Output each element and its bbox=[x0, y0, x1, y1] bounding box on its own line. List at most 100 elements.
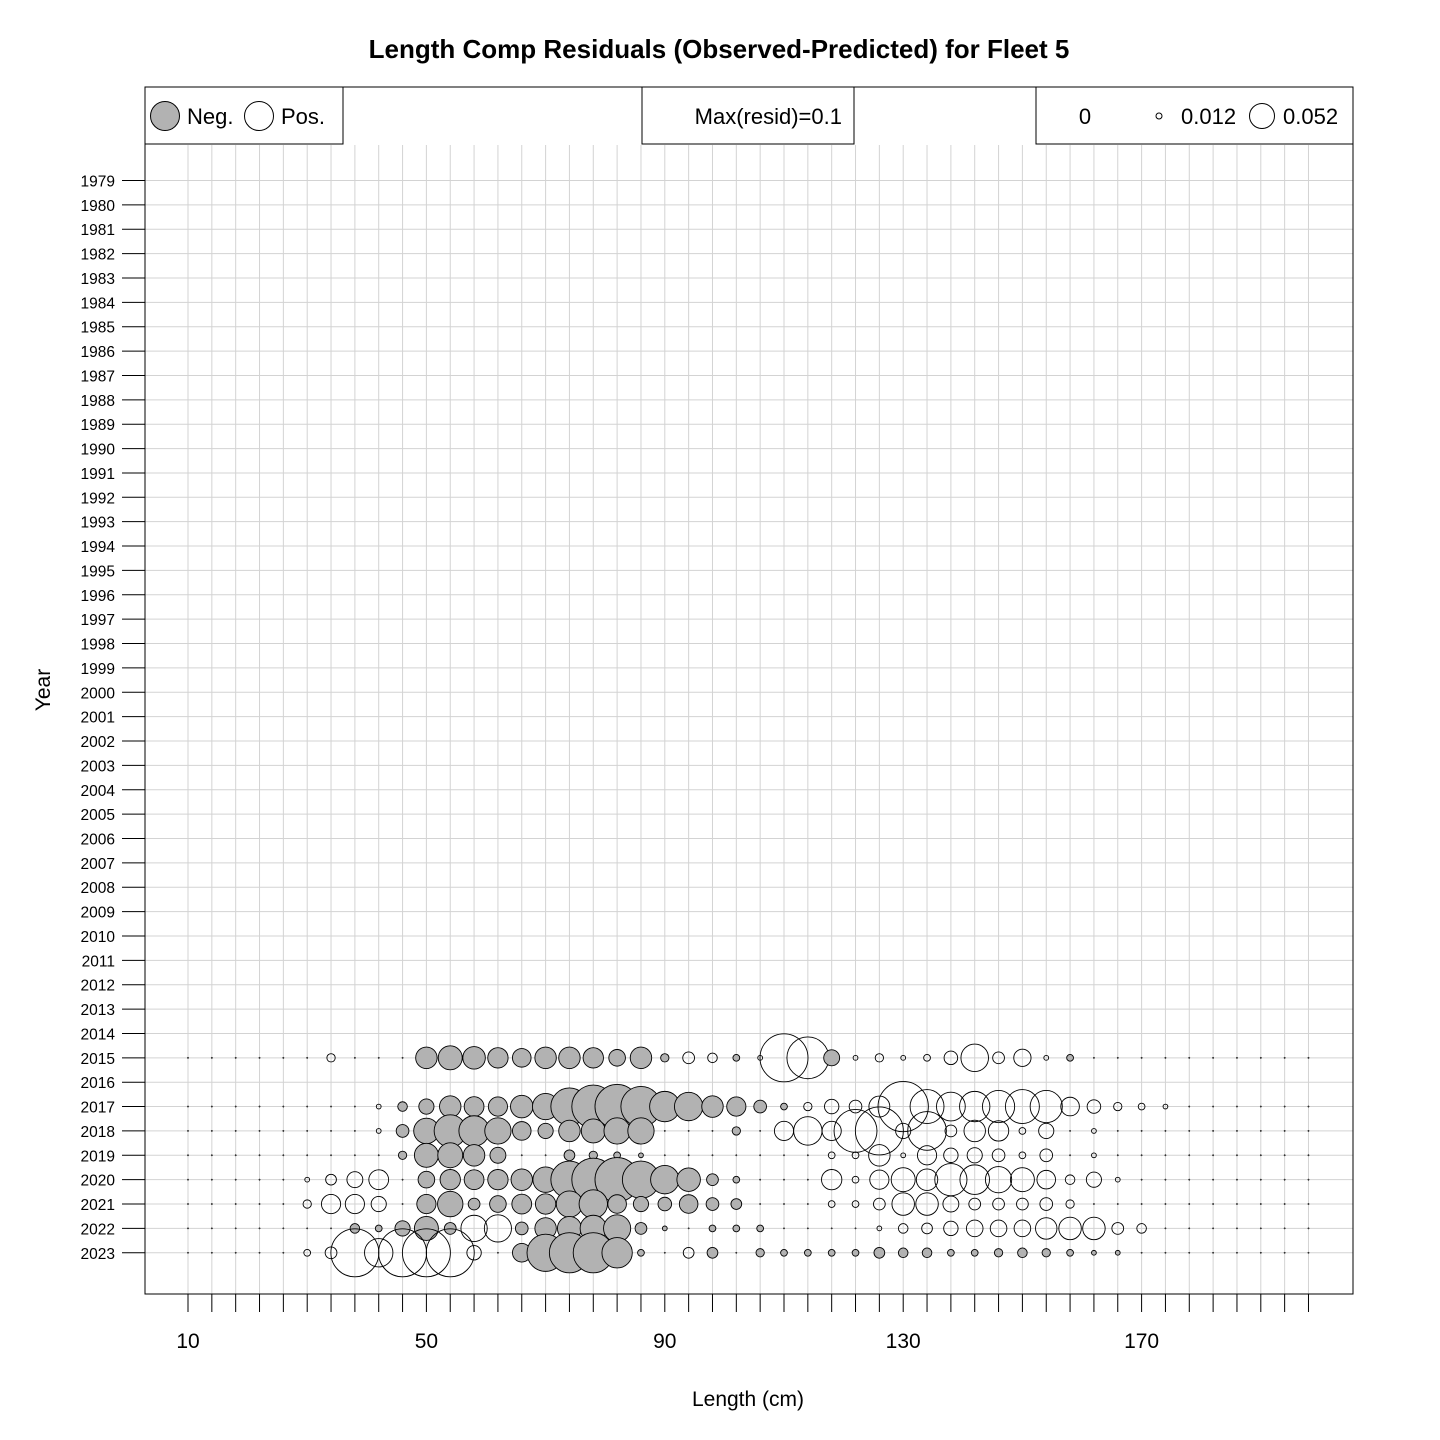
bubble-positive bbox=[821, 1169, 843, 1191]
bubble-positive bbox=[1140, 1203, 1143, 1205]
bubble-positive bbox=[1283, 1105, 1286, 1108]
legend-pos-circle bbox=[244, 101, 274, 131]
bubble-positive bbox=[344, 1193, 365, 1215]
bubble-positive bbox=[1283, 1178, 1286, 1181]
bubble-positive bbox=[1082, 1216, 1106, 1241]
x-axis-label: Length (cm) bbox=[692, 1388, 804, 1411]
bubble-positive bbox=[1212, 1251, 1215, 1254]
y-tick-label: 1991 bbox=[81, 466, 115, 483]
bubble-positive bbox=[1212, 1203, 1215, 1205]
bubble-positive bbox=[234, 1251, 237, 1254]
bubble-negative bbox=[673, 1091, 704, 1122]
bubble-positive bbox=[234, 1178, 237, 1181]
bubble-positive bbox=[1039, 1148, 1054, 1163]
bubble-negative bbox=[578, 1189, 608, 1219]
bubble-positive bbox=[759, 1178, 762, 1181]
bubble-positive bbox=[915, 1192, 939, 1216]
y-tick-label: 1997 bbox=[81, 612, 115, 629]
bubble-positive bbox=[1283, 1227, 1286, 1230]
bubble-positive bbox=[891, 1192, 915, 1216]
bubble-positive bbox=[783, 1154, 785, 1157]
bubble-positive bbox=[370, 1196, 387, 1213]
bubble-positive bbox=[1093, 1203, 1095, 1205]
bubble-negative bbox=[823, 1049, 841, 1067]
bubble-negative bbox=[660, 1053, 670, 1063]
bubble-positive bbox=[895, 1122, 912, 1139]
bubble-positive bbox=[282, 1178, 285, 1181]
bubble-positive bbox=[497, 1251, 499, 1254]
bubble-positive bbox=[943, 1050, 959, 1066]
bubble-positive bbox=[1212, 1130, 1215, 1132]
bubble-positive bbox=[936, 1091, 966, 1122]
y-tick-label: 2016 bbox=[81, 1075, 115, 1092]
bubble-positive bbox=[1307, 1154, 1310, 1157]
bubble-positive bbox=[806, 1154, 809, 1157]
bubble-negative bbox=[650, 1165, 680, 1195]
legend-size-2-label: 0.052 bbox=[1283, 104, 1338, 129]
y-tick-label: 1993 bbox=[81, 515, 115, 532]
legend-size-0-label: 0 bbox=[1079, 104, 1091, 129]
bubble-positive bbox=[1140, 1154, 1143, 1157]
bubble-positive bbox=[759, 1154, 762, 1157]
bubble-negative bbox=[970, 1248, 979, 1257]
bubble-negative bbox=[484, 1117, 512, 1145]
bubble-positive bbox=[1069, 1130, 1071, 1132]
bubble-positive bbox=[1029, 1090, 1063, 1124]
y-tick-label: 2011 bbox=[82, 953, 115, 970]
bubble-positive bbox=[401, 1228, 451, 1278]
bubble-negative bbox=[462, 1144, 486, 1167]
bubble-positive bbox=[303, 1248, 312, 1257]
bubble-positive bbox=[944, 1124, 958, 1138]
bubble-positive bbox=[687, 1227, 690, 1230]
bubble-positive bbox=[483, 1214, 512, 1243]
bubble-positive bbox=[1236, 1178, 1238, 1181]
bubble-negative bbox=[1114, 1249, 1121, 1256]
bubble-negative bbox=[418, 1098, 435, 1115]
y-axis-label: Year bbox=[32, 669, 55, 711]
bubble-negative bbox=[463, 1169, 485, 1191]
bubble-positive bbox=[401, 1178, 404, 1181]
bubble-negative bbox=[487, 1047, 509, 1069]
bubble-negative bbox=[705, 1197, 720, 1211]
x-tick-label: 130 bbox=[886, 1330, 921, 1353]
bubble-positive bbox=[401, 1203, 404, 1205]
bubble-negative bbox=[755, 1248, 765, 1258]
bubble-positive bbox=[353, 1056, 356, 1059]
bubble-positive bbox=[992, 1051, 1005, 1065]
y-tick-label: 2000 bbox=[81, 685, 116, 702]
bubble-negative bbox=[632, 1196, 649, 1213]
bubble-negative bbox=[511, 1193, 533, 1215]
bubble-positive bbox=[1164, 1227, 1167, 1230]
bubble-positive bbox=[1307, 1105, 1310, 1108]
y-tick-label: 2019 bbox=[81, 1148, 115, 1165]
bubble-positive bbox=[330, 1227, 332, 1230]
bubble-negative bbox=[678, 1194, 699, 1214]
bubble-positive bbox=[302, 1199, 312, 1209]
bubble-negative bbox=[701, 1095, 724, 1118]
bubble-negative bbox=[397, 1150, 408, 1160]
bubble-positive bbox=[921, 1222, 933, 1235]
bubble-positive bbox=[873, 1197, 886, 1211]
bubble-positive bbox=[909, 1089, 945, 1124]
bubble-positive bbox=[1236, 1227, 1238, 1230]
bubble-positive bbox=[916, 1145, 938, 1166]
y-tick-label: 1986 bbox=[81, 344, 115, 361]
bubble-positive bbox=[900, 1054, 907, 1061]
bubble-positive bbox=[1212, 1105, 1215, 1108]
bubble-positive bbox=[1162, 1103, 1169, 1110]
bubble-positive bbox=[869, 1169, 890, 1190]
bubble-negative bbox=[921, 1247, 933, 1259]
bubble-positive bbox=[759, 1130, 762, 1132]
bubble-positive bbox=[959, 1164, 990, 1195]
bubble-negative bbox=[851, 1248, 860, 1257]
bubble-positive bbox=[759, 1033, 809, 1083]
bubble-negative bbox=[489, 1195, 507, 1213]
bubble-positive bbox=[306, 1154, 309, 1157]
bubble-negative bbox=[416, 1193, 437, 1215]
bubble-positive bbox=[824, 1098, 840, 1115]
bubble-positive bbox=[1188, 1227, 1191, 1230]
bubble-positive bbox=[1065, 1199, 1075, 1209]
bubble-negative bbox=[489, 1146, 507, 1164]
bubble-negative bbox=[637, 1248, 645, 1257]
bubble-positive bbox=[187, 1251, 189, 1254]
